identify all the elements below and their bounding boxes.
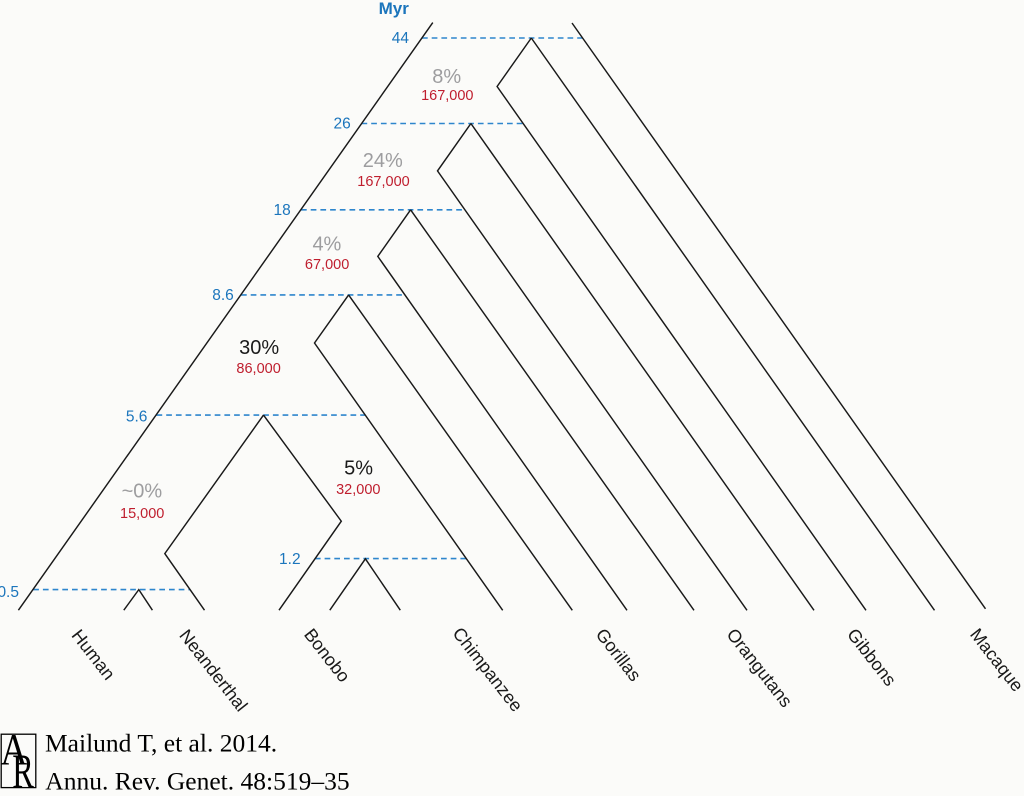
svg-text:Neanderthal: Neanderthal <box>175 626 251 716</box>
svg-text:Myr: Myr <box>379 0 410 18</box>
svg-text:26: 26 <box>334 116 351 133</box>
svg-text:1.2: 1.2 <box>279 551 301 568</box>
svg-text:Annu. Rev. Genet. 48:519–35: Annu. Rev. Genet. 48:519–35 <box>45 766 349 795</box>
svg-text:86,000: 86,000 <box>236 361 280 377</box>
svg-text:Human: Human <box>68 626 119 684</box>
svg-text:167,000: 167,000 <box>421 88 473 104</box>
svg-text:R: R <box>12 744 34 796</box>
svg-text:8.6: 8.6 <box>212 287 234 304</box>
svg-text:5.6: 5.6 <box>126 409 148 426</box>
svg-text:Gibbons: Gibbons <box>843 625 900 690</box>
svg-text:Chimpanzee: Chimpanzee <box>449 624 527 716</box>
svg-text:Gorillas: Gorillas <box>592 625 645 685</box>
svg-text:32,000: 32,000 <box>336 482 380 498</box>
svg-text:0.5: 0.5 <box>0 584 19 601</box>
svg-text:A: A <box>1 725 28 773</box>
svg-text:44: 44 <box>392 30 410 47</box>
svg-text:~0%: ~0% <box>122 481 163 503</box>
svg-text:Orangutans: Orangutans <box>723 625 797 711</box>
svg-text:Macaque: Macaque <box>966 625 1024 696</box>
svg-text:67,000: 67,000 <box>305 257 349 273</box>
svg-text:Mailund T, et al. 2014.: Mailund T, et al. 2014. <box>45 729 277 758</box>
svg-text:Bonobo: Bonobo <box>300 625 354 686</box>
svg-text:30%: 30% <box>239 337 279 359</box>
svg-text:5%: 5% <box>344 457 373 479</box>
svg-text:18: 18 <box>274 202 291 219</box>
svg-text:15,000: 15,000 <box>120 506 164 522</box>
svg-text:8%: 8% <box>432 66 461 88</box>
svg-text:4%: 4% <box>312 233 341 255</box>
svg-text:167,000: 167,000 <box>357 174 409 190</box>
svg-text:24%: 24% <box>363 150 403 172</box>
